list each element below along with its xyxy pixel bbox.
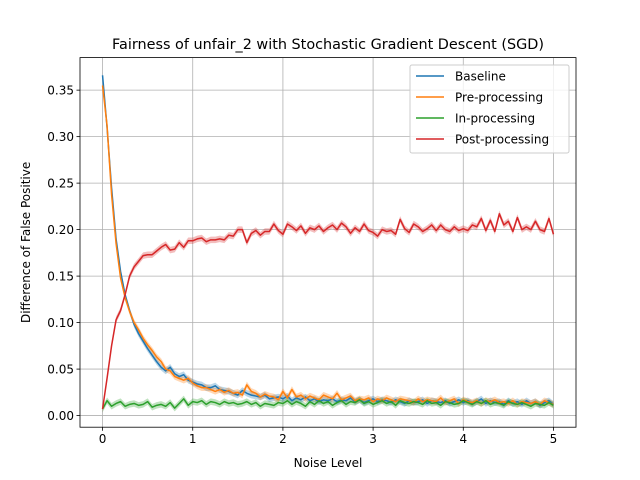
legend-label-baseline: Baseline bbox=[455, 69, 506, 83]
x-tick-label: 2 bbox=[279, 432, 287, 446]
x-tick-label: 5 bbox=[550, 432, 558, 446]
y-tick-label: 0.15 bbox=[47, 269, 74, 283]
y-tick-label: 0.05 bbox=[47, 362, 74, 376]
axes-frame bbox=[79, 57, 577, 428]
x-tick-label: 1 bbox=[189, 432, 197, 446]
y-axis-label: Difference of False Positive bbox=[19, 162, 33, 323]
x-axis-label: Noise Level bbox=[294, 456, 363, 470]
x-tick-label: 3 bbox=[369, 432, 377, 446]
y-tick-label: 0.20 bbox=[47, 223, 74, 237]
baseline-line bbox=[101, 75, 554, 407]
chart-title: Fairness of unfair_2 with Stochastic Gra… bbox=[112, 37, 544, 53]
legend: Baseline Pre-processing In-processing Post-… bbox=[409, 64, 570, 154]
post-processing-line bbox=[101, 213, 555, 410]
legend-label-in-processing: In-processing bbox=[455, 111, 535, 125]
y-tick-label: 0.35 bbox=[47, 83, 74, 97]
x-tick-label: 0 bbox=[99, 432, 107, 446]
y-tick-label: 0.30 bbox=[47, 130, 74, 144]
series-lines bbox=[101, 75, 555, 410]
in-processing-confidence-band bbox=[102, 395, 554, 413]
confidence-bands bbox=[102, 72, 554, 413]
y-tick-label: 0.25 bbox=[47, 176, 74, 190]
legend-box bbox=[409, 64, 570, 154]
x-tick-label: 4 bbox=[459, 432, 467, 446]
y-tick-label: 0.00 bbox=[47, 409, 74, 423]
legend-label-pre-processing: Pre-processing bbox=[455, 90, 543, 104]
x-axis-ticks: 0 1 2 3 4 5 bbox=[99, 427, 558, 446]
legend-label-post-processing: Post-processing bbox=[455, 132, 549, 146]
y-axis-ticks: 0.00 0.05 0.10 0.15 0.20 0.25 0.30 0.35 bbox=[47, 83, 80, 423]
in-processing-line bbox=[101, 398, 554, 410]
y-tick-label: 0.10 bbox=[47, 316, 74, 330]
